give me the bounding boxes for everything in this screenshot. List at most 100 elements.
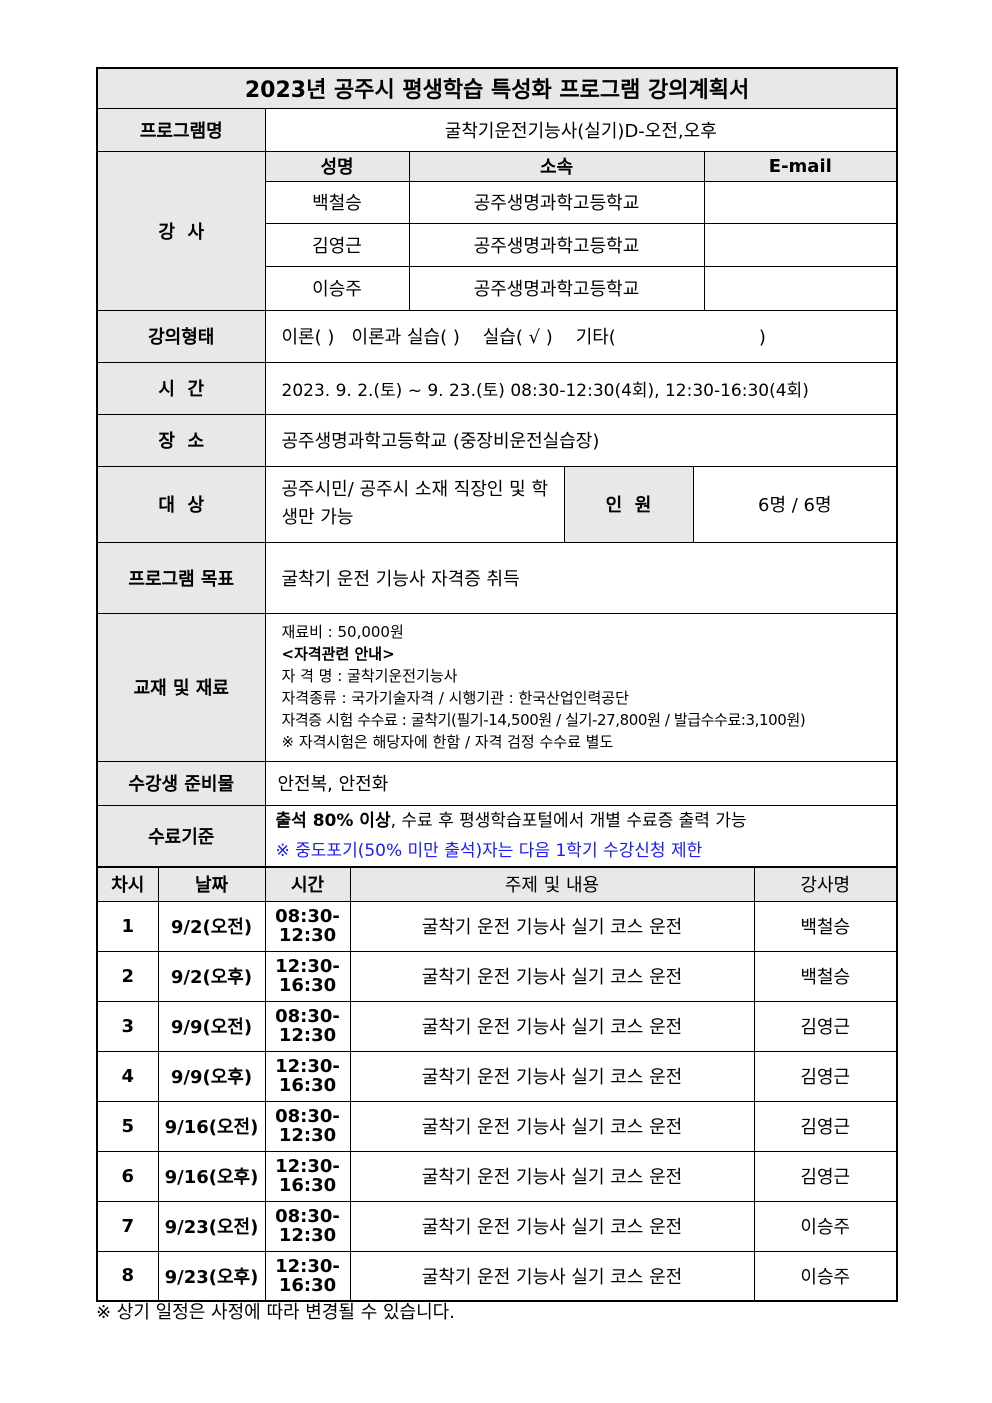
schedule-row: 5 9/16(오전) 08:30- 12:30 굴착기 운전 기능사 실기 코스 … [96, 1100, 898, 1152]
instructor-email [703, 265, 898, 311]
criteria-bold: 출석 80% 이상 [275, 810, 391, 831]
session-topic: 굴착기 운전 기능사 실기 코스 운전 [349, 1100, 755, 1152]
session-date: 9/2(오전) [157, 900, 266, 952]
session-time: 08:30- 12:30 [264, 1100, 351, 1152]
program-label: 프로그램명 [96, 107, 266, 152]
session-date: 9/23(오전) [157, 1200, 266, 1252]
session-teacher: 김영근 [753, 1000, 898, 1052]
instructor-name: 백철승 [264, 180, 410, 224]
session-number: 3 [96, 1000, 159, 1052]
criteria-label: 수료기준 [96, 804, 266, 868]
instructor-row: 이승주 공주생명과학고등학교 [97, 265, 898, 311]
materials-content: 재료비 : 50,000원 <자격관련 안내> 자 격 명 : 굴착기운전기능사… [264, 612, 898, 762]
place-value: 공주생명과학고등학교 (중장비운전실습장) [264, 413, 898, 467]
header-session: 차시 [96, 866, 159, 902]
header-org: 소속 [408, 150, 705, 182]
goal-label: 프로그램 목표 [96, 541, 266, 614]
session-date: 9/16(오전) [157, 1100, 266, 1152]
criteria-content: 출석 80% 이상, 수료 후 평생학습포털에서 개별 수료증 출력 가능 ※ … [264, 804, 898, 868]
schedule-row: 6 9/16(오후) 12:30- 16:30 굴착기 운전 기능사 실기 코스 … [96, 1150, 898, 1202]
schedule-table: 차시 날짜 시간 주제 및 내용 강사명 1 9/2(오전) 08:30- 12:… [96, 866, 898, 1302]
session-topic: 굴착기 운전 기능사 실기 코스 운전 [349, 950, 755, 1002]
lecture-type-label: 강의형태 [96, 309, 266, 363]
instructor-email [703, 222, 898, 267]
instructor-row: 백철승 공주생명과학고등학교 [97, 180, 898, 224]
session-topic: 굴착기 운전 기능사 실기 코스 운전 [349, 1050, 755, 1102]
schedule-row: 2 9/2(오후) 12:30- 16:30 굴착기 운전 기능사 실기 코스 운… [96, 950, 898, 1002]
header-name: 성명 [264, 150, 410, 182]
header-topic: 주제 및 내용 [349, 866, 755, 902]
cert-name: 자 격 명 : 굴착기운전기능사 [281, 667, 458, 685]
cert-heading: <자격관련 안내> [281, 645, 395, 663]
count-label: 인 원 [563, 465, 694, 543]
session-teacher: 김영근 [753, 1100, 898, 1152]
plan-table: 2023년 공주시 평생학습 특성화 프로그램 강의계획서 프로그램명 굴착기운전… [96, 67, 899, 868]
session-date: 9/9(오후) [157, 1050, 266, 1102]
schedule-row: 7 9/23(오전) 08:30- 12:30 굴착기 운전 기능사 실기 코스 … [96, 1200, 898, 1252]
session-topic: 굴착기 운전 기능사 실기 코스 운전 [349, 1150, 755, 1202]
session-teacher: 김영근 [753, 1050, 898, 1102]
session-date: 9/23(오후) [157, 1250, 266, 1302]
session-topic: 굴착기 운전 기능사 실기 코스 운전 [349, 900, 755, 952]
time-value: 2023. 9. 2.(토) ~ 9. 23.(토) 08:30-12:30(4… [264, 361, 898, 415]
instructor-name: 김영근 [264, 222, 410, 267]
instructor-email [703, 180, 898, 224]
place-label: 장 소 [96, 413, 266, 467]
session-number: 7 [96, 1200, 159, 1252]
session-number: 1 [96, 900, 159, 952]
header-teacher: 강사명 [753, 866, 898, 902]
header-email: E-mail [703, 150, 898, 182]
lecture-type-value: 이론( ) 이론과 실습( ) 실습( √ ) 기타( ) [264, 309, 898, 363]
cert-type: 자격종류 : 국가기술자격 / 시행기관 : 한국산업인력공단 [281, 689, 629, 707]
session-date: 9/9(오전) [157, 1000, 266, 1052]
cert-note: ※ 자격시험은 해당자에 한함 / 자격 검정 수수료 별도 [281, 733, 614, 751]
session-teacher: 백철승 [753, 950, 898, 1002]
session-time: 08:30- 12:30 [264, 900, 351, 952]
session-teacher: 이승주 [753, 1250, 898, 1302]
schedule-row: 8 9/23(오후) 12:30- 16:30 굴착기 운전 기능사 실기 코스 … [96, 1250, 898, 1302]
schedule-row: 4 9/9(오후) 12:30- 16:30 굴착기 운전 기능사 실기 코스 운… [96, 1050, 898, 1102]
instructor-org: 공주생명과학고등학교 [408, 265, 705, 311]
material-fee: 재료비 : 50,000원 [281, 623, 404, 641]
schedule-row: 1 9/2(오전) 08:30- 12:30 굴착기 운전 기능사 실기 코스 운… [96, 900, 898, 952]
session-date: 9/16(오후) [157, 1150, 266, 1202]
instructor-org: 공주생명과학고등학교 [408, 180, 705, 224]
session-teacher: 백철승 [753, 900, 898, 952]
session-number: 8 [96, 1250, 159, 1302]
session-time: 12:30- 16:30 [264, 1150, 351, 1202]
materials-label: 교재 및 재료 [96, 612, 266, 762]
session-teacher: 이승주 [753, 1200, 898, 1252]
instructor-label: 강 사 [96, 150, 266, 311]
session-time: 08:30- 12:30 [264, 1200, 351, 1252]
header-time: 시간 [264, 866, 351, 902]
session-number: 5 [96, 1100, 159, 1152]
session-teacher: 김영근 [753, 1150, 898, 1202]
criteria-text: , 수료 후 평생학습포털에서 개별 수료증 출력 가능 [390, 810, 747, 831]
instructor-row: 김영근 공주생명과학고등학교 [97, 222, 898, 267]
session-number: 6 [96, 1150, 159, 1202]
session-time: 12:30- 16:30 [264, 950, 351, 1002]
session-number: 4 [96, 1050, 159, 1102]
session-topic: 굴착기 운전 기능사 실기 코스 운전 [349, 1000, 755, 1052]
session-topic: 굴착기 운전 기능사 실기 코스 운전 [349, 1250, 755, 1302]
schedule-header: 차시 날짜 시간 주제 및 내용 강사명 [96, 866, 898, 902]
session-topic: 굴착기 운전 기능사 실기 코스 운전 [349, 1200, 755, 1252]
goal-value: 굴착기 운전 기능사 자격증 취득 [264, 541, 898, 614]
footnote: ※ 상기 일정은 사정에 따라 변경될 수 있습니다. [96, 1302, 455, 1323]
schedule-row: 3 9/9(오전) 08:30- 12:30 굴착기 운전 기능사 실기 코스 운… [96, 1000, 898, 1052]
header-date: 날짜 [157, 866, 266, 902]
instructor-name: 이승주 [264, 265, 410, 311]
page-title: 2023년 공주시 평생학습 특성화 프로그램 강의계획서 [96, 67, 898, 109]
session-date: 9/2(오후) [157, 950, 266, 1002]
session-number: 2 [96, 950, 159, 1002]
prep-label: 수강생 준비물 [96, 760, 266, 806]
session-time: 08:30- 12:30 [264, 1000, 351, 1052]
session-time: 12:30- 16:30 [264, 1250, 351, 1302]
time-label: 시 간 [96, 361, 266, 415]
cert-fee: 자격증 시험 수수료 : 굴착기(필기-14,500원 / 실기-27,800원… [281, 711, 806, 729]
program-name: 굴착기운전기능사(실기)D-오전,오후 [264, 107, 898, 152]
count-value: 6명 / 6명 [692, 465, 898, 543]
session-time: 12:30- 16:30 [264, 1050, 351, 1102]
target-label: 대 상 [96, 465, 266, 543]
instructor-org: 공주생명과학고등학교 [408, 222, 705, 267]
